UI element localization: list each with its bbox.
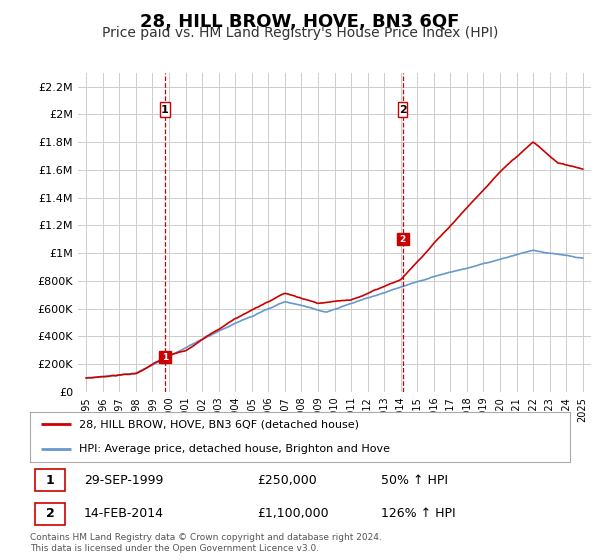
Text: 126% ↑ HPI: 126% ↑ HPI	[381, 507, 455, 520]
Text: 28, HILL BROW, HOVE, BN3 6QF: 28, HILL BROW, HOVE, BN3 6QF	[140, 13, 460, 31]
Text: 2: 2	[399, 105, 407, 114]
Text: 14-FEB-2014: 14-FEB-2014	[84, 507, 164, 520]
FancyBboxPatch shape	[398, 101, 407, 118]
Text: 1: 1	[161, 105, 169, 114]
Text: HPI: Average price, detached house, Brighton and Hove: HPI: Average price, detached house, Brig…	[79, 445, 389, 454]
Text: Price paid vs. HM Land Registry's House Price Index (HPI): Price paid vs. HM Land Registry's House …	[102, 26, 498, 40]
Text: 1: 1	[162, 353, 168, 362]
Text: Contains HM Land Registry data © Crown copyright and database right 2024.
This d: Contains HM Land Registry data © Crown c…	[30, 533, 382, 553]
Text: 28, HILL BROW, HOVE, BN3 6QF (detached house): 28, HILL BROW, HOVE, BN3 6QF (detached h…	[79, 419, 359, 429]
Text: £1,100,000: £1,100,000	[257, 507, 328, 520]
Text: £250,000: £250,000	[257, 474, 317, 487]
FancyBboxPatch shape	[35, 503, 65, 525]
Text: 1: 1	[46, 474, 55, 487]
Text: 2: 2	[400, 235, 406, 244]
Text: 29-SEP-1999: 29-SEP-1999	[84, 474, 163, 487]
Text: 2: 2	[46, 507, 55, 520]
FancyBboxPatch shape	[160, 101, 170, 118]
Text: 50% ↑ HPI: 50% ↑ HPI	[381, 474, 448, 487]
FancyBboxPatch shape	[35, 469, 65, 491]
